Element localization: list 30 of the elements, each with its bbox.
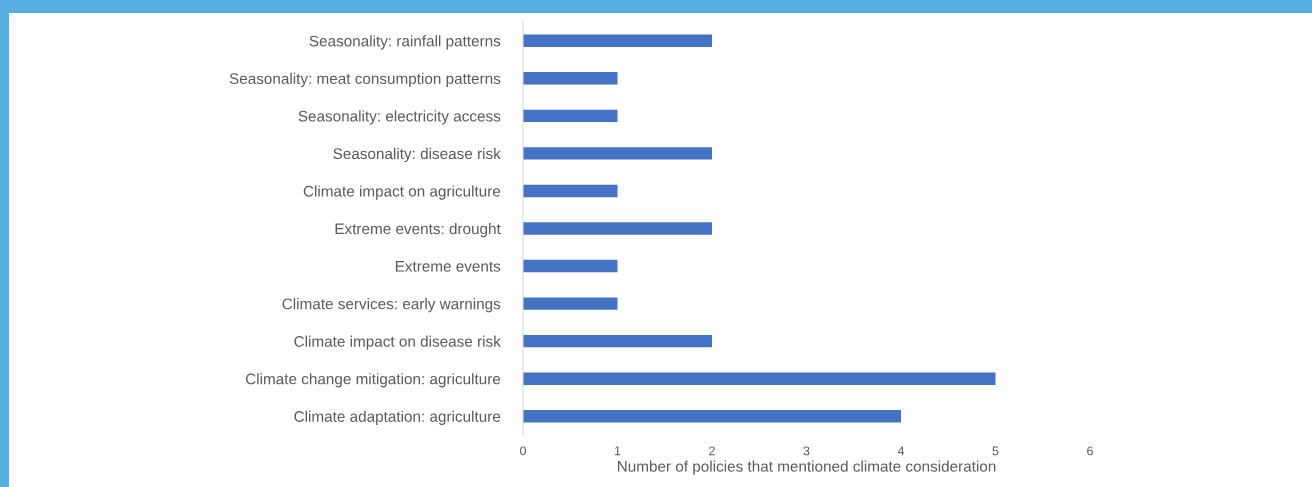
y-tick-label: Extreme events	[395, 261, 501, 272]
bar	[523, 259, 618, 273]
bar	[523, 297, 618, 310]
y-tick-label: Seasonality: electricity access	[298, 110, 501, 125]
x-tick-label: 3	[803, 446, 810, 456]
x-tick-label: 2	[709, 446, 715, 456]
bar	[523, 410, 901, 423]
y-tick-label: Climate impact on agriculture	[303, 185, 501, 200]
y-tick-label: Extreme events: drought	[335, 222, 501, 238]
y-tick-label: Seasonality: meat consumption patterns	[229, 72, 501, 88]
y-tick-label: Seasonality: disease risk	[333, 147, 501, 163]
y-tick-label: Seasonality: rainfall patterns	[309, 35, 501, 50]
x-tick-label: 6	[1087, 446, 1093, 456]
bar	[523, 184, 618, 198]
bar	[523, 109, 618, 123]
y-tick-label: Climate services: early warnings	[282, 298, 501, 313]
y-tick-label: Climate adaptation: agriculture	[294, 410, 501, 425]
bar	[523, 334, 712, 348]
x-tick-label: 5	[992, 446, 999, 456]
y-tick-label: Climate impact on disease risk	[294, 335, 501, 350]
x-tick-label: 0	[520, 446, 526, 456]
x-tick-label: 4	[897, 446, 905, 456]
bar	[523, 147, 712, 160]
x-axis-title: Number of policies that mentioned climate consideration	[617, 460, 996, 475]
x-tick-label: 1	[614, 446, 621, 456]
bar	[523, 372, 996, 385]
bar	[523, 34, 712, 47]
y-tick-label: Climate change mitigation: agriculture	[245, 373, 501, 388]
bar	[523, 222, 712, 235]
bar	[523, 72, 618, 85]
